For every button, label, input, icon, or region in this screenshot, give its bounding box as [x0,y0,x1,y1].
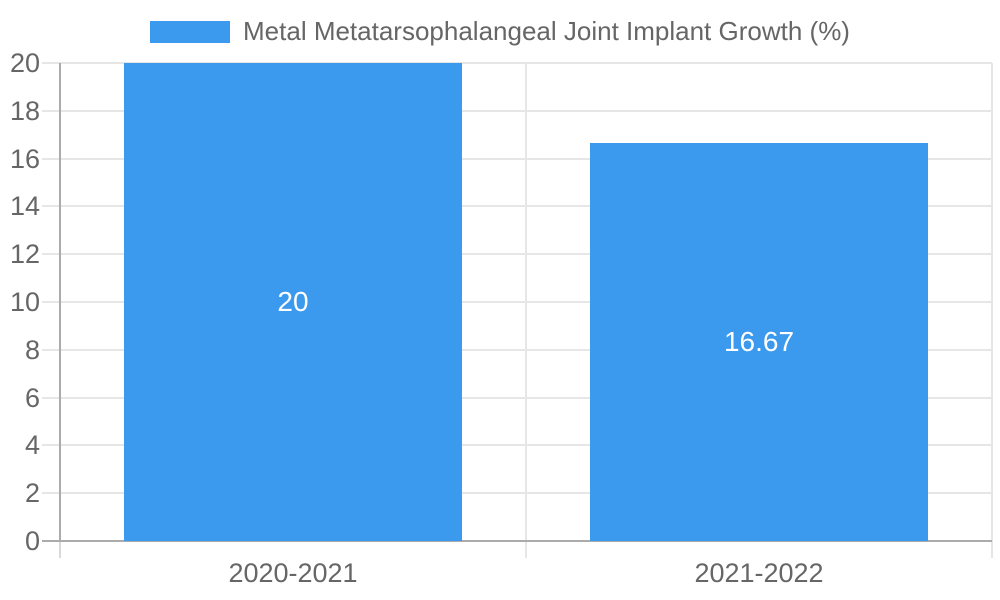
legend-label: Metal Metatarsophalangeal Joint Implant … [243,16,850,46]
y-tick-mark [42,397,60,399]
y-tick-label: 18 [9,96,40,126]
y-tick-label: 0 [24,526,40,556]
y-tick-mark [42,110,60,112]
y-axis-line [59,63,61,541]
y-tick-label: 6 [24,383,40,413]
y-tick-mark [42,253,60,255]
x-tick-label: 2020-2021 [228,558,358,588]
x-grid-line [991,63,993,558]
y-tick-label: 14 [9,191,40,221]
bar [124,63,462,541]
y-tick-mark [42,62,60,64]
y-tick-label: 20 [9,48,40,78]
x-grid-line [525,63,527,558]
y-tick-label: 4 [24,430,40,460]
y-tick-mark [42,158,60,160]
bar-value-label: 20 [277,286,309,317]
bar-value-label: 16.67 [723,326,795,357]
legend-item[interactable]: Metal Metatarsophalangeal Joint Implant … [150,16,850,47]
y-tick-label: 10 [9,287,40,317]
y-tick-mark [42,205,60,207]
y-tick-label: 16 [9,144,40,174]
legend-swatch [150,20,231,43]
x-tick-mark [59,541,61,558]
y-tick-mark [42,349,60,351]
y-tick-mark [42,492,60,494]
y-tick-label: 8 [24,335,40,365]
x-tick-label: 2021-2022 [694,558,824,588]
y-tick-label: 2 [24,478,40,508]
y-tick-label: 12 [9,239,40,269]
y-tick-mark [42,301,60,303]
x-axis-line [42,540,992,542]
y-tick-mark [42,444,60,446]
bar [590,143,928,541]
chart-legend: Metal Metatarsophalangeal Joint Implant … [0,16,1000,47]
